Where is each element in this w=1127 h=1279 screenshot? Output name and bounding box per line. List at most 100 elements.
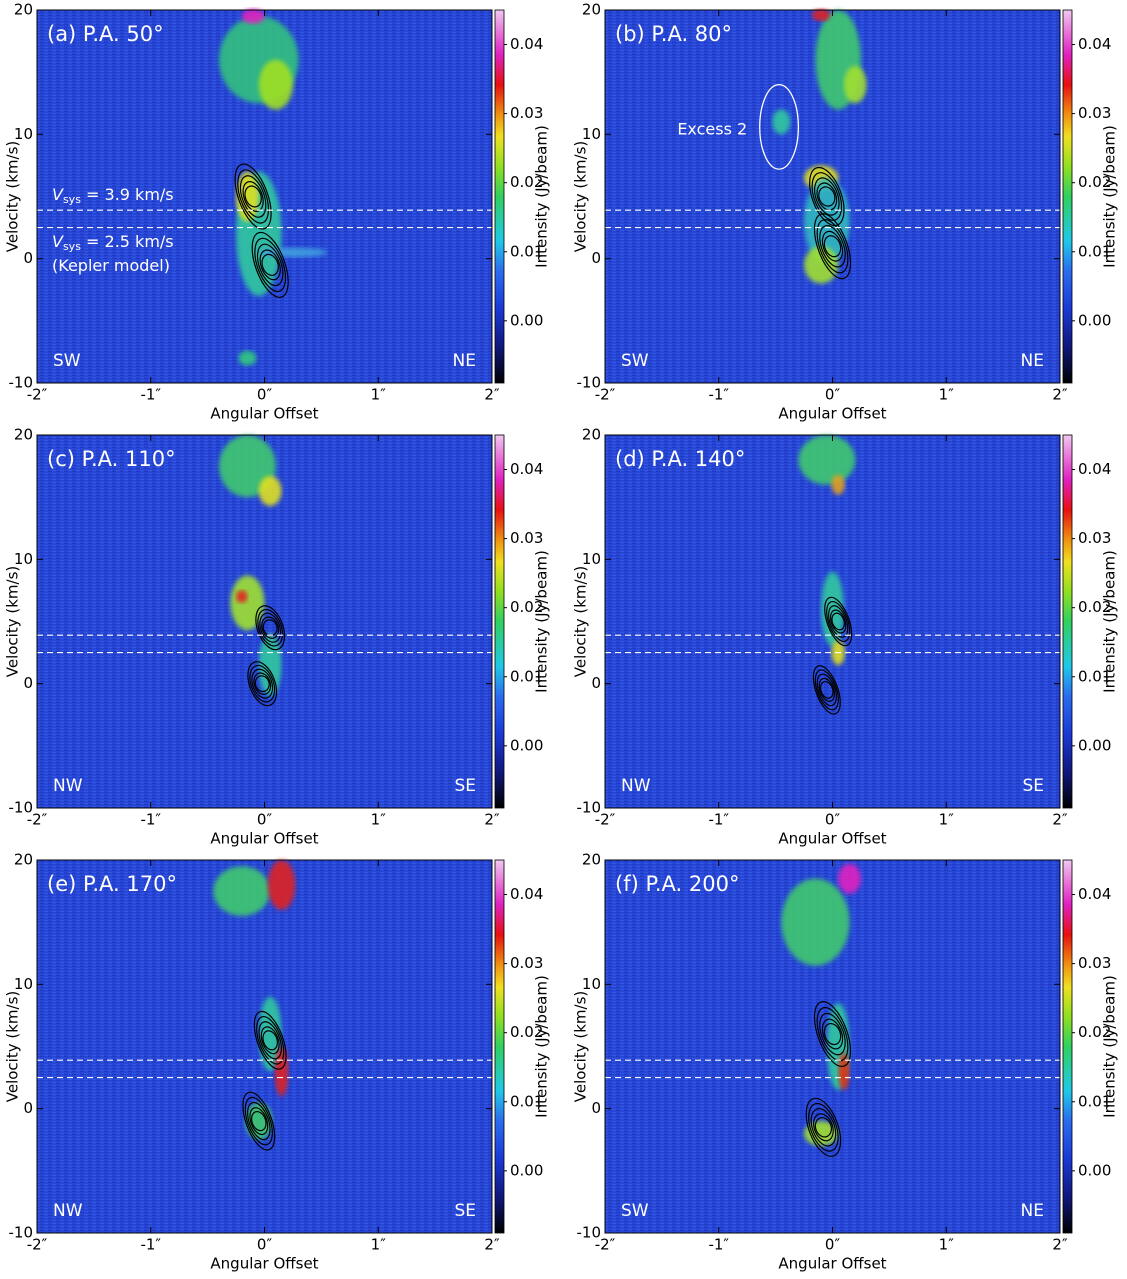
direction-label: SW <box>621 1201 649 1221</box>
contour <box>824 596 853 647</box>
contour <box>259 612 282 643</box>
colorbar-tick-label: 0.02 <box>510 1023 543 1041</box>
x-tick-label: 2″ <box>484 386 500 404</box>
contour <box>242 181 264 212</box>
colorbar-tick-label: 0.00 <box>510 1161 543 1179</box>
colorbar <box>494 434 505 809</box>
x-tick-label: 0″ <box>825 1236 841 1254</box>
x-tick-label: -1″ <box>140 386 161 404</box>
contour <box>813 177 840 216</box>
contour <box>831 612 845 631</box>
colorbar-tick-label: 0.01 <box>510 667 543 685</box>
direction-label: SW <box>53 351 81 371</box>
colorbar-label: Intensity (Jy/beam) <box>1101 550 1119 693</box>
y-tick-label: 10 <box>582 125 601 143</box>
y-tick-label: 20 <box>582 851 601 869</box>
panel: -2″ -1″ 0″ 1″ 2″ -10 0 10 20 Angular Offset Veloci… <box>4 426 551 848</box>
annotation: (Kepler model) <box>52 256 170 275</box>
direction-label: NE <box>1021 351 1044 371</box>
excess-marker <box>759 83 800 170</box>
contour <box>813 1113 834 1142</box>
x-tick-label: 1″ <box>371 386 387 404</box>
annotation-text: V <box>52 232 64 251</box>
colorbar <box>494 9 505 384</box>
contour <box>259 249 281 281</box>
contour <box>823 1023 842 1046</box>
contour <box>816 673 837 707</box>
colorbar-tick-label: 0.02 <box>1078 1023 1111 1041</box>
y-tick-label: 0 <box>23 1099 33 1117</box>
y-tick-label: -10 <box>9 374 34 392</box>
x-tick-label: 0″ <box>825 811 841 829</box>
colorbar-label: Intensity (Jy/beam) <box>533 550 551 693</box>
panel-title: (b) P.A. 80° <box>615 22 732 46</box>
colorbar-tick-label: 0.02 <box>510 173 543 191</box>
contour <box>820 680 834 699</box>
y-tick-label: 20 <box>582 426 601 444</box>
y-tick-label: 10 <box>14 975 33 993</box>
y-axis-label: Velocity (km/s) <box>572 991 590 1102</box>
colorbar-tick-label: 0.02 <box>1078 598 1111 616</box>
x-tick-label: 1″ <box>939 386 955 404</box>
contour <box>258 1021 282 1060</box>
panel-title: (d) P.A. 140° <box>615 447 745 471</box>
emission <box>258 476 282 506</box>
x-axis-label: Angular Offset <box>778 1255 886 1273</box>
colorbar-tick-label: 0.01 <box>510 242 543 260</box>
x-tick-label: -2″ <box>595 811 616 829</box>
contour <box>818 677 836 702</box>
x-tick-label: 1″ <box>939 1236 955 1254</box>
emission <box>843 65 867 104</box>
panel-title: (f) P.A. 200° <box>615 872 739 896</box>
contour <box>261 253 279 276</box>
annotation: Vsys = 2.5 km/s <box>52 232 174 254</box>
emission <box>838 863 861 894</box>
annotation-text: Excess 2 <box>677 119 747 138</box>
contour <box>251 668 274 699</box>
annotation-subscript: sys <box>63 193 81 206</box>
panel: -2″ -1″ 0″ 1″ 2″ -10 0 10 20 Angular Offset Veloci… <box>572 426 1119 848</box>
colorbar <box>1062 9 1073 384</box>
emission <box>812 8 831 22</box>
contour <box>253 672 272 695</box>
emission <box>274 1046 289 1097</box>
x-tick-label: -2″ <box>595 386 616 404</box>
panel-title: (a) P.A. 50° <box>47 22 164 46</box>
contour <box>819 224 846 268</box>
x-tick-label: 2″ <box>484 811 500 829</box>
x-tick-label: -1″ <box>708 811 729 829</box>
contour <box>828 605 849 638</box>
y-axis-label: Velocity (km/s) <box>572 141 590 252</box>
emission <box>267 860 296 910</box>
y-tick-label: 20 <box>14 426 33 444</box>
contour <box>818 186 836 207</box>
contour <box>251 231 289 298</box>
contour <box>262 1030 278 1051</box>
colorbar-label: Intensity (Jy/beam) <box>1101 975 1119 1118</box>
emission <box>831 474 846 495</box>
contour <box>257 608 284 647</box>
x-tick-label: 1″ <box>371 1236 387 1254</box>
x-tick-label: -1″ <box>708 386 729 404</box>
y-tick-label: -10 <box>577 374 602 392</box>
contour <box>256 243 284 287</box>
x-tick-label: 0″ <box>825 386 841 404</box>
contour <box>813 213 852 280</box>
contour <box>814 1117 833 1138</box>
contour <box>239 175 267 218</box>
contour <box>244 185 262 208</box>
direction-label: SE <box>1022 776 1044 796</box>
contour <box>251 1110 267 1132</box>
x-tick-label: 2″ <box>1052 1236 1068 1254</box>
y-axis-label: Velocity (km/s) <box>572 566 590 677</box>
x-axis-label: Angular Offset <box>210 405 318 423</box>
colorbar-tick-label: 0.04 <box>510 460 543 478</box>
contour <box>247 1101 271 1141</box>
x-tick-label: 0″ <box>257 811 273 829</box>
emission <box>781 878 850 966</box>
colorbar-tick-label: 0.03 <box>510 104 543 122</box>
x-tick-label: 0″ <box>257 386 273 404</box>
colorbar-tick-label: 0.01 <box>1078 667 1111 685</box>
x-tick-label: -1″ <box>140 1236 161 1254</box>
y-tick-label: 0 <box>23 249 33 267</box>
